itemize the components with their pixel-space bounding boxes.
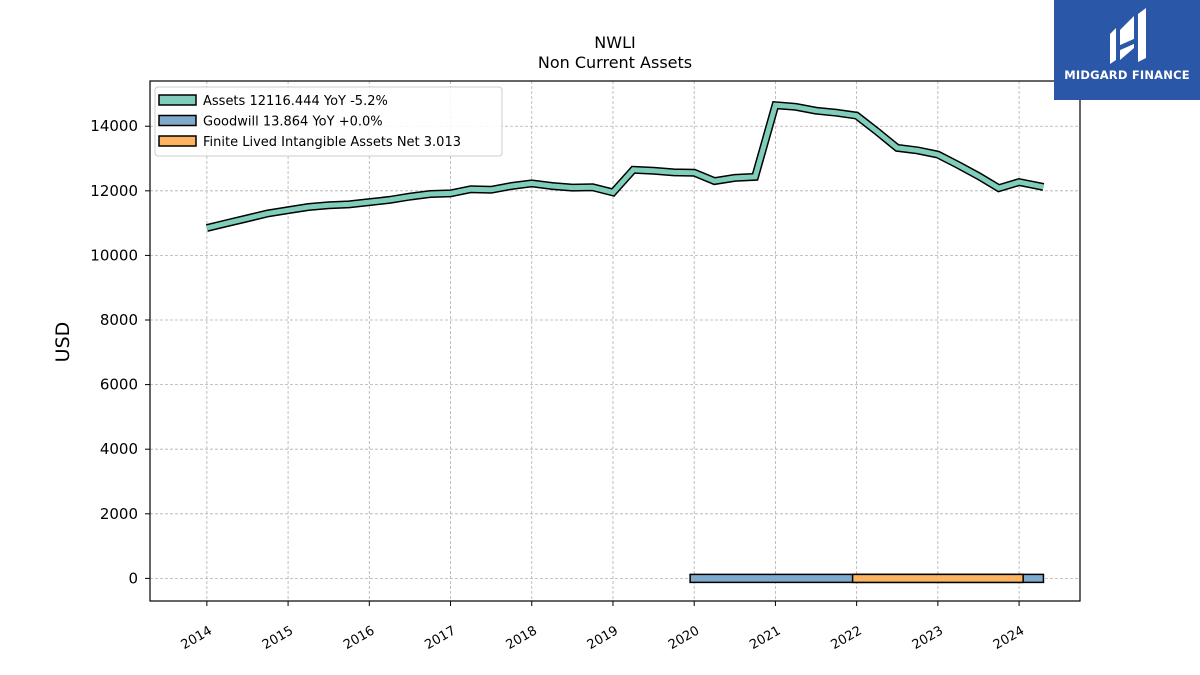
assets-point <box>246 217 249 219</box>
assets-point <box>571 186 573 189</box>
assets-point <box>531 182 533 184</box>
assets-point <box>449 192 452 194</box>
assets-point <box>937 154 939 156</box>
assets-point <box>612 191 614 194</box>
assets-point <box>470 188 472 190</box>
assets-point <box>652 170 655 172</box>
legend-label-goodwill: Goodwill 13.864 YoY +0.0% <box>203 115 383 130</box>
y-tick-label: 6000 <box>100 376 138 394</box>
x-tick-label: 2023 <box>910 623 946 653</box>
x-tick-label: 2019 <box>585 623 621 653</box>
assets-point <box>774 104 777 106</box>
assets-point <box>754 176 756 178</box>
assets-point <box>713 180 716 182</box>
assets-point <box>1042 186 1045 188</box>
assets-point <box>551 185 553 187</box>
assets-point <box>226 222 228 224</box>
assets-point <box>693 172 695 174</box>
x-axis-ticks: 2014 2015 2016 2017 2018 2019 2020 2021 2022 2023… <box>179 601 1027 653</box>
y-tick-label: 8000 <box>100 311 138 329</box>
assets-point <box>795 106 797 108</box>
midgard-finance-logo: MIDGARD FINANCE <box>1054 0 1200 100</box>
assets-point <box>267 212 269 215</box>
logo-mark-icon <box>1110 8 1146 64</box>
assets-point <box>490 189 492 191</box>
x-tick-label: 2017 <box>422 623 458 653</box>
legend-label-assets: Assets 12116.444 YoY -5.2% <box>203 94 388 109</box>
legend-swatch-assets <box>158 94 197 106</box>
legend-label-finite-lived-intangible-assets-net: Finite Lived Intangible Assets Net 3.013 <box>203 135 461 150</box>
assets-point <box>348 203 350 205</box>
assets-point <box>206 227 208 229</box>
x-tick-label: 2022 <box>828 623 864 653</box>
x-tick-label: 2015 <box>260 623 296 653</box>
x-tick-label: 2020 <box>666 623 702 653</box>
legend: Assets 12116.444 YoY -5.2% Goodwill 13.86… <box>154 86 503 157</box>
assets-point <box>328 204 330 206</box>
grid-lines <box>150 81 1080 601</box>
chart-title: NWLI <box>594 33 635 52</box>
x-tick-label: 2016 <box>341 623 377 653</box>
y-tick-label: 2000 <box>100 505 138 523</box>
assets-point <box>734 177 736 179</box>
series-marks <box>205 100 1045 584</box>
x-tick-label: 2014 <box>179 623 215 653</box>
legend-swatch-goodwill <box>158 114 197 127</box>
assets-point <box>856 114 858 117</box>
assets-point <box>409 196 411 198</box>
brand-name: MIDGARD FINANCE <box>1064 68 1190 82</box>
y-tick-label: 10000 <box>90 246 138 264</box>
assets-point <box>429 193 431 195</box>
assets-point <box>1018 181 1020 183</box>
finite-lived-intangible-assets-net-bar <box>851 573 1024 584</box>
assets-point <box>510 185 513 187</box>
assets-point <box>998 187 1000 189</box>
assets-point <box>957 164 959 166</box>
x-tick-label: 2021 <box>747 623 783 653</box>
assets-point <box>876 130 878 132</box>
y-axis-label: USD <box>52 322 74 363</box>
x-tick-label: 2018 <box>504 623 540 653</box>
assets-point <box>835 112 837 114</box>
assets-point <box>673 171 675 174</box>
legend-frame <box>154 86 503 157</box>
assets-point <box>815 110 817 112</box>
plot-frame <box>149 80 1081 602</box>
assets-point <box>307 206 309 208</box>
assets-point <box>592 186 594 188</box>
y-tick-label: 12000 <box>90 182 138 200</box>
y-tick-label: 0 <box>128 569 138 587</box>
assets-point <box>287 209 289 211</box>
y-tick-label: 14000 <box>90 117 138 135</box>
assets-point <box>896 147 898 149</box>
y-axis-ticks: 0 2000 4000 6000 8000 10000 12000 14000 <box>90 117 150 587</box>
assets-line <box>206 102 1044 231</box>
x-tick-label: 2024 <box>991 623 1027 653</box>
chart-subtitle: Non Current Assets <box>538 53 692 72</box>
assets-point <box>977 175 980 177</box>
assets-point <box>632 169 634 171</box>
legend-swatch-finite-lived-intangible-assets-net <box>158 135 197 147</box>
assets-point <box>368 201 370 203</box>
assets-point <box>916 149 919 152</box>
assets-point <box>389 199 391 201</box>
y-tick-label: 4000 <box>100 440 138 458</box>
